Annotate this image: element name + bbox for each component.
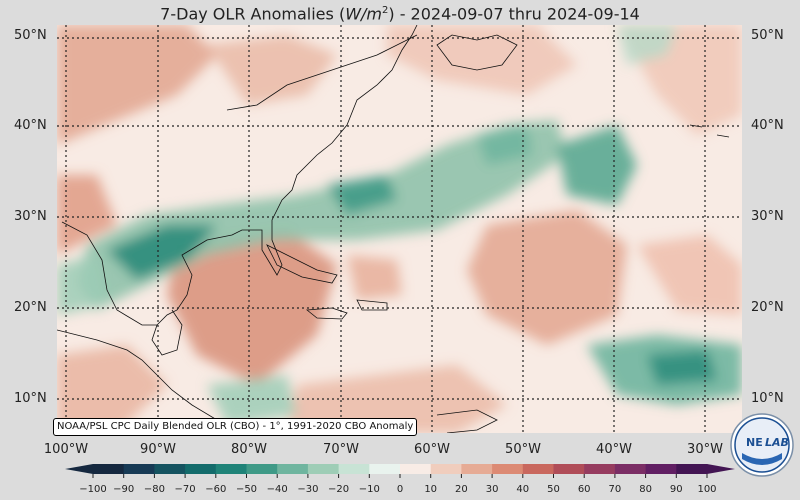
title-unit: W/m (345, 4, 382, 24)
anomaly-field (57, 25, 742, 433)
colorbar-tick-label: −100 (79, 484, 107, 495)
lat-label-right: 50°N (751, 28, 784, 43)
colorbar-tick-label: −80 (143, 484, 165, 495)
lat-label-right: 30°N (751, 209, 784, 224)
logo-text-left: NE (746, 436, 763, 449)
lon-label: 60°W (414, 442, 450, 457)
colorbar-tick-label: −20 (328, 484, 350, 495)
graticule (57, 25, 742, 433)
lat-label-left: 50°N (14, 28, 47, 43)
lon-label: 50°W (505, 442, 541, 457)
colorbar (65, 464, 735, 478)
colorbar-tick-label: 10 (424, 484, 438, 495)
colorbar-bin (614, 464, 647, 474)
map-canvas (57, 25, 742, 433)
colorbar-max-arrow (707, 464, 735, 474)
colorbar-bin (492, 464, 524, 474)
data-source-credit: NOAA/PSL CPC Daily Blended OLR (CBO) - 1… (53, 418, 418, 436)
title-suffix: ) - 2024-09-07 thru 2024-09-14 (388, 4, 640, 24)
lon-label: 70°W (323, 442, 359, 457)
logo-text-right: LAB (765, 436, 789, 449)
colorbar-tick-label: 40 (516, 484, 530, 495)
lat-label-right: 10°N (751, 391, 784, 406)
colorbar-min-arrow (65, 464, 93, 474)
colorbar-bin (645, 464, 677, 474)
colorbar-tick-label: 20 (455, 484, 468, 495)
colorbar-tick-label: −70 (174, 484, 196, 495)
colorbar-bin (430, 464, 462, 474)
colorbar-tick-label: 70 (608, 484, 622, 495)
colorbar-bin (522, 464, 554, 474)
colorbar-bin (215, 464, 247, 474)
colorbar-bin (676, 464, 708, 474)
colorbar-bin (277, 464, 309, 474)
lat-label-right: 40°N (751, 118, 784, 133)
colorbar-tick-label: 0 (396, 484, 404, 495)
colorbar-bin (461, 464, 493, 474)
colorbar-tick-label: 90 (669, 484, 683, 495)
colorbar-bin (185, 464, 217, 474)
colorbar-bin (338, 464, 370, 474)
colorbar-tick-label: −90 (113, 484, 135, 495)
colorbar-bin (154, 464, 186, 474)
colorbar-tick-label: 60 (577, 484, 591, 495)
title-unit-exponent: 2 (381, 5, 389, 16)
colorbar-bin (369, 464, 401, 474)
lat-label-left: 30°N (14, 209, 47, 224)
noaa-psl-logo: NE LAB (730, 413, 794, 477)
olr-anomaly-map (57, 25, 742, 433)
colorbar-bin (584, 464, 616, 474)
colorbar-bin (246, 464, 278, 474)
colorbar-bin (123, 464, 155, 474)
colorbar-tick-label: 80 (639, 484, 652, 495)
lon-label: 40°W (596, 442, 632, 457)
colorbar-tick-label: 100 (697, 484, 717, 495)
colorbar-bin (553, 464, 585, 474)
colorbar-bin (307, 464, 340, 474)
map-title: 7-Day OLR Anomalies (W/m2) - 2024-09-07 … (0, 0, 800, 24)
colorbar-tick-label: −60 (205, 484, 227, 495)
colorbar-tick-label: 50 (547, 484, 560, 495)
colorbar-tick-label: −10 (358, 484, 380, 495)
colorbar-bin (400, 464, 432, 474)
lon-label: 80°W (231, 442, 267, 457)
title-prefix: 7-Day OLR Anomalies ( (160, 4, 346, 24)
lon-label: 100°W (43, 442, 89, 457)
colorbar-tick-label: −40 (266, 484, 288, 495)
colorbar-tick-label: −30 (297, 484, 319, 495)
lat-label-left: 20°N (14, 300, 47, 315)
lat-label-right: 20°N (751, 300, 784, 315)
colorbar-tick-label: 30 (485, 484, 499, 495)
lat-label-left: 40°N (14, 118, 47, 133)
lon-label: 30°W (687, 442, 723, 457)
lat-label-left: 10°N (14, 391, 47, 406)
colorbar-tick-label: −50 (235, 484, 258, 495)
lon-label: 90°W (140, 442, 176, 457)
colorbar-bin (93, 464, 125, 474)
